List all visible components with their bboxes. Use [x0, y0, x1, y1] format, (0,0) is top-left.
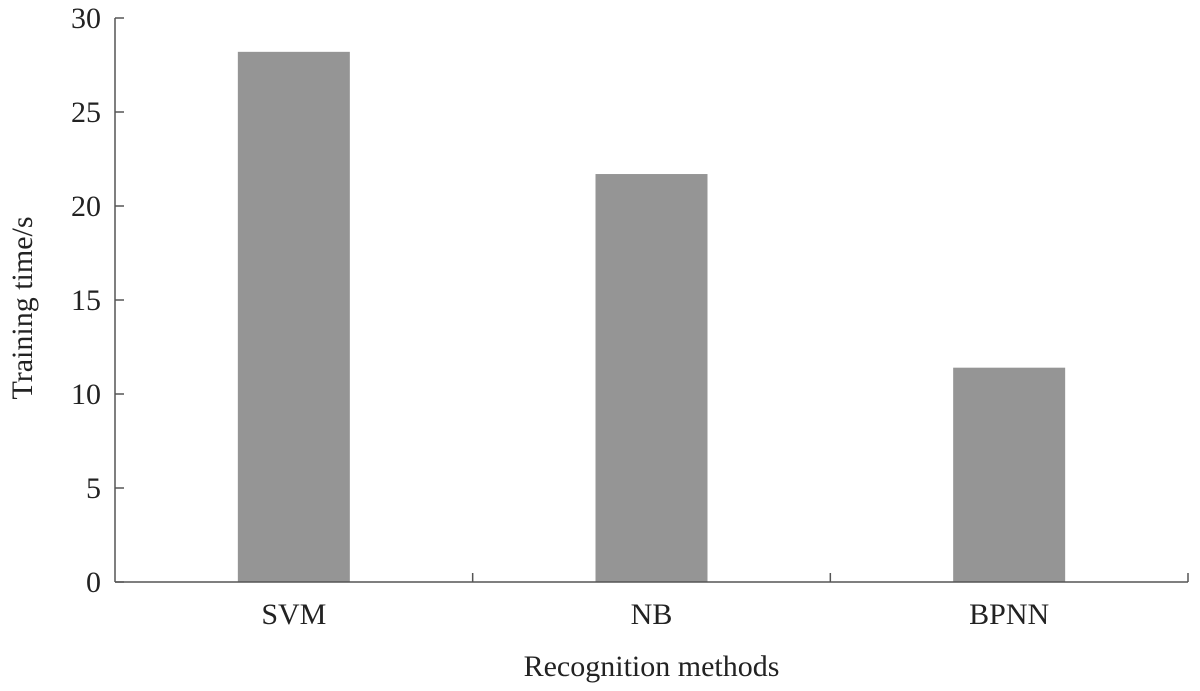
y-tick-label: 20 — [71, 190, 101, 223]
x-axis-ticks: SVM NB BPNN — [261, 573, 1189, 631]
y-tick-label: 15 — [71, 284, 101, 317]
bar-bpnn — [953, 367, 1066, 582]
y-axis-title: Training time/s — [6, 216, 39, 399]
bars — [237, 51, 1066, 583]
y-tick-label: 10 — [71, 378, 101, 411]
y-tick-label: 30 — [71, 2, 101, 35]
x-tick-label: NB — [631, 598, 673, 631]
y-axis-ticks: 0 5 10 15 20 25 30 — [71, 2, 124, 599]
bar-svm — [237, 51, 350, 582]
x-axis-title: Recognition methods — [524, 650, 780, 683]
y-tick-label: 25 — [71, 96, 101, 129]
y-tick-label: 5 — [86, 472, 101, 505]
bar-nb — [595, 174, 708, 583]
y-tick-label: 0 — [86, 566, 101, 599]
x-tick-label: SVM — [261, 598, 326, 631]
x-tick-label: BPNN — [969, 598, 1049, 631]
